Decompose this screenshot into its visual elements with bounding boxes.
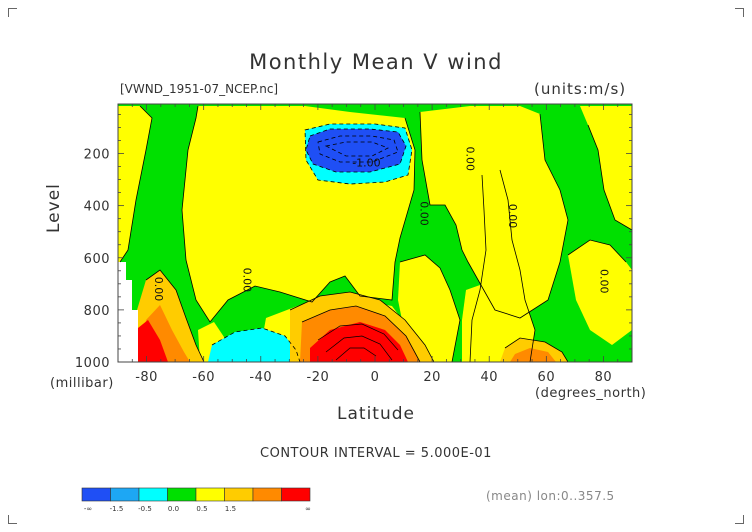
legend-tick-label: 1.5 — [225, 505, 236, 513]
legend-tick-label: 0.5 — [196, 505, 207, 513]
legend-swatch — [252, 487, 282, 502]
x-tick-label: 40 — [480, 370, 498, 385]
legend-tick-label: -1.5 — [110, 505, 124, 513]
legend-swatch — [281, 487, 311, 502]
legend-tick-label: -0.5 — [138, 505, 152, 513]
contour-label: 0.00 — [241, 268, 254, 293]
contour-labels: 0.00 0.00 0.00 0.00 0.00 0.00 -1.00 — [152, 146, 610, 301]
x-tick-label: 80 — [595, 370, 613, 385]
y-tick-label: 200 — [84, 148, 110, 163]
axes: -80 -60 -40 -20 0 20 40 60 80 200 400 600 800 1000 — [75, 104, 633, 385]
units-label: (units:m/s) — [534, 80, 627, 98]
x-axis-unit: (degrees_north) — [535, 386, 647, 401]
legend-swatch — [138, 487, 168, 502]
corner-mark — [735, 515, 744, 524]
legend-swatch — [224, 487, 254, 502]
x-tick-label: -60 — [192, 370, 215, 385]
chart-title: Monthly Mean V wind — [249, 50, 503, 74]
x-tick-label: 20 — [423, 370, 441, 385]
y-tick-label: 600 — [84, 252, 110, 267]
legend-swatch — [110, 487, 140, 502]
legend-swatch — [195, 487, 225, 502]
color-legend: -∞ -1.5 -0.5 0.0 0.5 1.5 ∞ — [81, 487, 311, 513]
x-tick-label: 60 — [538, 370, 556, 385]
contour-label: 0.00 — [152, 277, 165, 302]
contour-interval: CONTOUR INTERVAL = 5.000E-01 — [260, 446, 492, 461]
y-axis-unit: (millibar) — [50, 376, 114, 391]
legend-tick-label: -∞ — [84, 505, 92, 513]
legend-tick-label: 0.0 — [168, 505, 179, 513]
y-tick-label: 1000 — [75, 356, 110, 371]
x-tick-label: -80 — [135, 370, 158, 385]
x-axis-label: Latitude — [337, 404, 415, 424]
x-tick-label: -40 — [249, 370, 272, 385]
contour-label: 0.00 — [506, 204, 519, 229]
y-tick-label: 400 — [84, 200, 110, 215]
contour-fill — [118, 104, 632, 362]
corner-mark — [8, 515, 17, 524]
file-label: [VWND_1951-07_NCEP.nc] — [120, 82, 279, 96]
contour-label: 0.00 — [598, 269, 611, 294]
corner-mark — [8, 8, 17, 17]
contour-label: 0.00 — [418, 201, 431, 226]
legend-tick-label: ∞ — [305, 505, 311, 513]
corner-mark — [735, 8, 744, 17]
y-tick-label: 800 — [84, 304, 110, 319]
mean-note: (mean) lon:0..357.5 — [486, 489, 615, 503]
legend-swatch — [167, 487, 197, 502]
x-tick-label: 0 — [371, 370, 380, 385]
legend-swatch — [81, 487, 111, 502]
contour-label: -1.00 — [352, 157, 380, 170]
contour-label: 0.00 — [463, 146, 476, 171]
x-tick-label: -20 — [307, 370, 330, 385]
